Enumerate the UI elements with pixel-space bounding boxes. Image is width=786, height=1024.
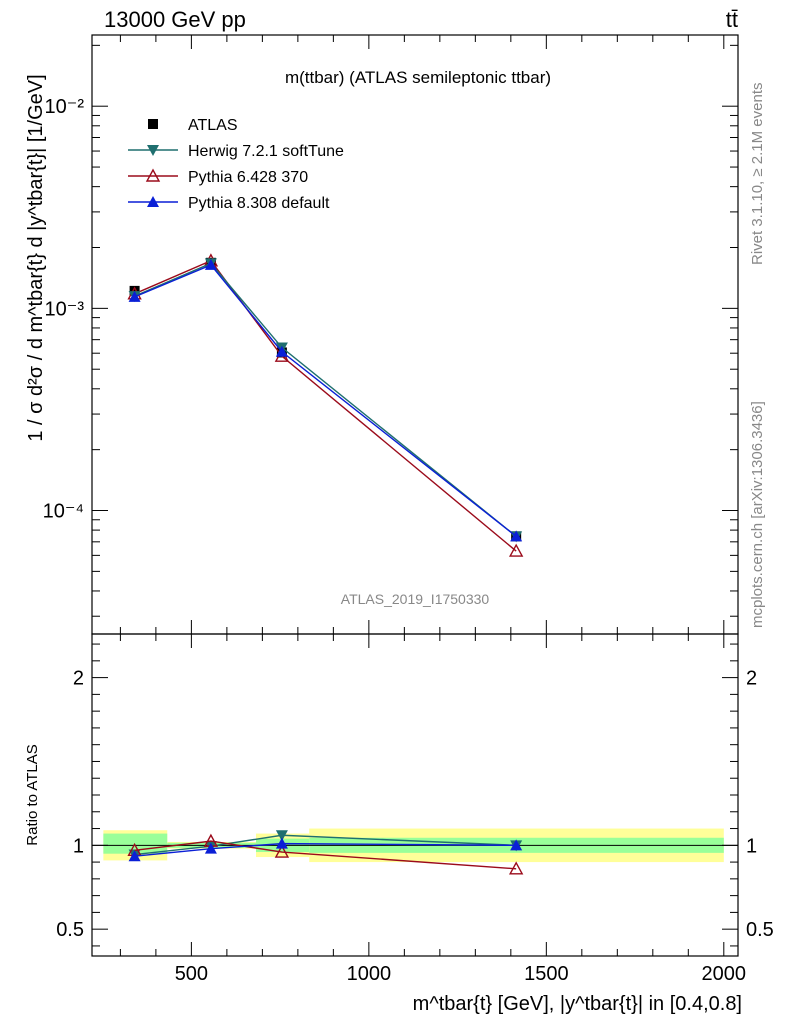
x-tick-label: 2000	[702, 963, 747, 985]
legend-label: ATLAS	[188, 117, 238, 134]
main-y-ticks: 10⁻⁴ 10⁻³ 10⁻²	[43, 44, 738, 617]
ratio-y-ticks: 0.5 0.5 1 1 2 2	[56, 643, 774, 947]
process-label: tt̄	[726, 7, 738, 32]
legend-marker	[145, 168, 161, 182]
energy-label: 13000 GeV pp	[104, 7, 246, 32]
ratio-point-pythia-6-428-370	[274, 844, 290, 858]
legend: ATLAS Herwig 7.2.1 softTune Pythia 6.428 3…	[128, 117, 344, 212]
ratio-x-ticks: 500 1000 1500 2000	[119, 634, 747, 985]
legend-marker	[147, 196, 159, 207]
ratio-line-pythia-8-308-default	[134, 842, 517, 857]
x-tick-label: 1000	[347, 963, 392, 985]
ratio-curves	[127, 830, 524, 875]
chart-title: m(ttbar) (ATLAS semileptonic ttbar)	[285, 68, 551, 87]
ratio-point-pythia-8-308-default	[204, 842, 217, 854]
legend-item-herwig-7-2-1-softtune: Herwig 7.2.1 softTune	[128, 143, 344, 160]
ratio-frame	[91, 633, 739, 957]
legend-item-atlas: ATLAS	[148, 117, 238, 134]
main-point-pythia-8-308-default	[510, 530, 523, 542]
legend-label: Herwig 7.2.1 softTune	[188, 143, 344, 160]
x-axis-label: m^tbar{t} [GeV], |y^tbar{t}| in [0.4,0.8…	[413, 993, 742, 1015]
x-tick-label: 500	[175, 963, 208, 985]
ratio-point-pythia-8-308-default	[510, 839, 523, 851]
ratio-point-herwig-7-2-1-softtune	[275, 830, 288, 842]
ratio-point-pythia-8-308-default	[128, 850, 141, 862]
analysis-watermark: ATLAS_2019_I1750330	[341, 591, 490, 607]
ratio-point-pythia-6-428-370	[508, 861, 524, 875]
main-line-pythia-6-428-370	[134, 259, 517, 552]
rivet-label: Rivet 3.1.10, ≥ 2.1M events	[749, 83, 766, 266]
legend-item-pythia-6-428-370: Pythia 6.428 370	[128, 168, 308, 186]
legend-marker	[147, 145, 159, 156]
legend-item-pythia-8-308-default: Pythia 8.308 default	[128, 195, 330, 212]
y-tick-label: 10⁻⁴	[43, 501, 84, 523]
x-tick-label: 1500	[524, 963, 569, 985]
ratio-y-tick-label: 2	[73, 668, 84, 690]
mcplots-label: mcplots.cern.ch [arXiv:1306.3436]	[749, 401, 766, 628]
ratio-y-axis-label: Ratio to ATLAS	[24, 744, 41, 845]
ratio-y-tick-label: 0.5	[56, 919, 84, 941]
main-point-pythia-6-428-370	[508, 543, 524, 557]
main-point-pythia-8-308-default	[275, 345, 288, 357]
main-x-ticks	[119, 35, 725, 634]
ratio-y-tick-label-right: 2	[746, 668, 757, 690]
main-curves	[127, 253, 524, 557]
main-point-pythia-8-308-default	[204, 258, 217, 270]
legend-label: Pythia 6.428 370	[188, 169, 308, 186]
ratio-line-herwig-7-2-1-softtune	[134, 834, 517, 856]
ratio-y-tick-label-right: 1	[746, 835, 757, 857]
ratio-point-pythia-8-308-default	[275, 837, 288, 849]
main-line-herwig-7-2-1-softtune	[134, 262, 517, 537]
y-tick-label: 10⁻³	[45, 298, 85, 320]
ratio-panel: 500 1000 1500 2000 0.5 0.5 1 1 2 2 Ratio to ATLA…	[24, 633, 774, 1015]
y-tick-label: 10⁻²	[45, 96, 85, 118]
ratio-y-tick-label: 1	[73, 835, 84, 857]
legend-marker	[148, 119, 158, 129]
main-line-pythia-8-308-default	[134, 264, 517, 537]
main-point-pythia-8-308-default	[128, 290, 141, 302]
legend-label: Pythia 8.308 default	[188, 195, 330, 212]
ratio-y-tick-label-right: 0.5	[746, 919, 774, 941]
main-panel: 10⁻⁴ 10⁻³ 10⁻² m(ttbar) (ATLAS semileptoni…	[25, 34, 739, 635]
main-y-axis-label: 1 / σ d²σ / d m^tbar{t} d |y^tbar{t}| [1…	[25, 74, 47, 441]
